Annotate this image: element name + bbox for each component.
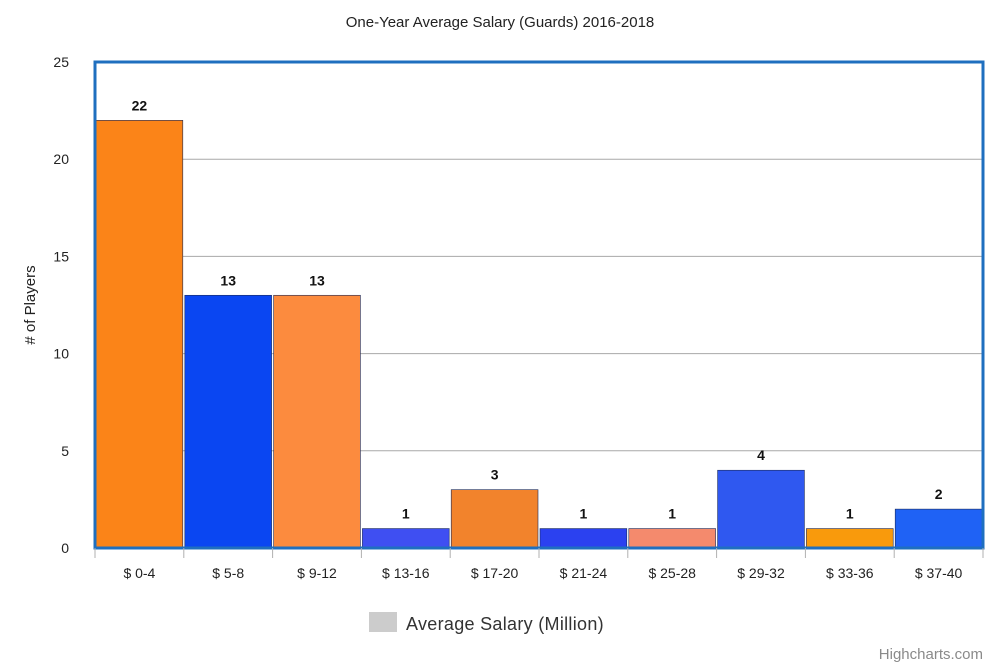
x-tick-label: $ 17-20 bbox=[471, 565, 519, 581]
y-axis-ticks: 0 5 10 15 20 25 bbox=[53, 54, 69, 556]
credits-link[interactable]: Highcharts.com bbox=[879, 646, 983, 663]
data-label: 2 bbox=[935, 486, 943, 502]
x-tick-label: $ 0-4 bbox=[123, 565, 155, 581]
data-label: 1 bbox=[580, 506, 588, 522]
x-tick-label: $ 29-32 bbox=[737, 565, 785, 581]
legend-item-label[interactable]: Average Salary (Million) bbox=[406, 614, 604, 634]
data-label: 4 bbox=[757, 447, 765, 463]
y-tick-label: 0 bbox=[61, 540, 69, 556]
x-tick-label: $ 25-28 bbox=[648, 565, 696, 581]
data-label: 13 bbox=[309, 272, 325, 288]
bar[interactable] bbox=[894, 508, 983, 549]
y-tick-label: 10 bbox=[53, 346, 69, 362]
bar[interactable] bbox=[362, 528, 450, 549]
x-tick-label: $ 13-16 bbox=[382, 565, 430, 581]
data-label: 1 bbox=[668, 506, 676, 522]
data-label: 22 bbox=[132, 97, 148, 113]
x-tick-label: $ 21-24 bbox=[560, 565, 608, 581]
y-tick-label: 25 bbox=[53, 54, 69, 70]
data-label: 3 bbox=[491, 467, 499, 483]
x-tick-label: $ 9-12 bbox=[297, 565, 337, 581]
bar[interactable] bbox=[450, 489, 539, 549]
data-label: 1 bbox=[402, 506, 410, 522]
y-tick-label: 15 bbox=[53, 248, 69, 264]
x-tick-label: $ 37-40 bbox=[915, 565, 963, 581]
legend-swatch[interactable] bbox=[369, 612, 397, 632]
legend[interactable]: Average Salary (Million) bbox=[369, 612, 604, 634]
bar[interactable] bbox=[95, 120, 184, 549]
bar[interactable] bbox=[273, 294, 361, 549]
bar[interactable] bbox=[806, 528, 894, 549]
data-label: 1 bbox=[846, 506, 854, 522]
x-axis-ticks: $ 0-4 $ 5-8 $ 9-12 $ 13-16 $ 17-20 $ 21-24 $ 2… bbox=[94, 548, 984, 581]
chart-title: One-Year Average Salary (Guards) 2016-20… bbox=[346, 14, 655, 31]
bar[interactable] bbox=[717, 469, 805, 549]
y-tick-label: 5 bbox=[61, 443, 69, 459]
x-tick-label: $ 33-36 bbox=[826, 565, 874, 581]
y-axis-label: # of Players bbox=[22, 265, 39, 344]
data-label: 13 bbox=[220, 272, 236, 288]
x-tick-label: $ 5-8 bbox=[212, 565, 244, 581]
bar[interactable] bbox=[184, 294, 272, 549]
bar[interactable] bbox=[628, 528, 716, 549]
bar[interactable] bbox=[539, 528, 628, 549]
y-tick-label: 20 bbox=[53, 151, 69, 167]
bars bbox=[95, 120, 983, 549]
